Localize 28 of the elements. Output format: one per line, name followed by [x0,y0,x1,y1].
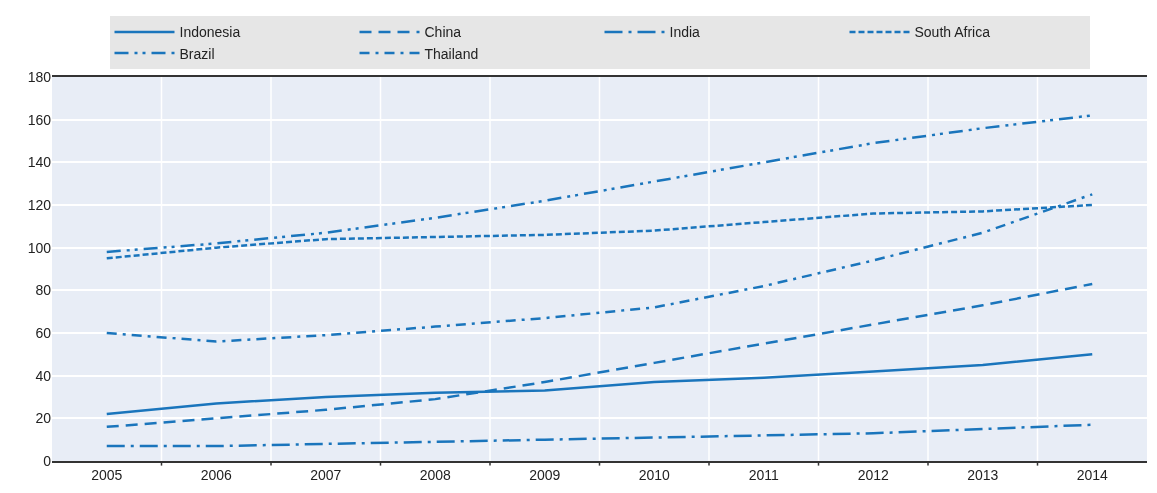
y-tick-label: 160 [27,111,52,128]
legend-label: Thailand [424,45,479,62]
legend-label: India [669,24,701,41]
x-tick-label: 2006 [200,466,233,483]
legend-label: Indonesia [179,24,241,41]
x-tick-label: 2008 [419,466,452,483]
y-tick-label: 40 [35,367,52,384]
y-tick-label: 180 [27,68,52,85]
y-tick-label: 0 [43,452,52,469]
x-tick-label: 2005 [91,466,123,483]
y-tick-label: 140 [27,154,52,171]
y-tick-label: 20 [35,410,52,427]
y-tick-label: 100 [27,239,52,256]
y-tick-label: 60 [35,324,52,341]
line-series [105,193,1094,343]
x-tick-label: 2010 [638,466,671,483]
x-tick-label: 2012 [857,466,890,483]
x-tick-label: 2007 [310,466,342,483]
y-tick-label: 80 [35,282,52,299]
x-tick-label: 2011 [748,466,780,483]
x-tick-label: 2013 [967,466,999,483]
x-tick-label: 2009 [529,466,561,483]
y-tick-label: 120 [27,196,52,213]
legend-label: Brazil [179,45,215,62]
line-series [105,282,1094,429]
x-tick-label: 2014 [1076,466,1109,483]
legend-label: China [424,24,462,41]
legend-label: South Africa [914,24,991,41]
